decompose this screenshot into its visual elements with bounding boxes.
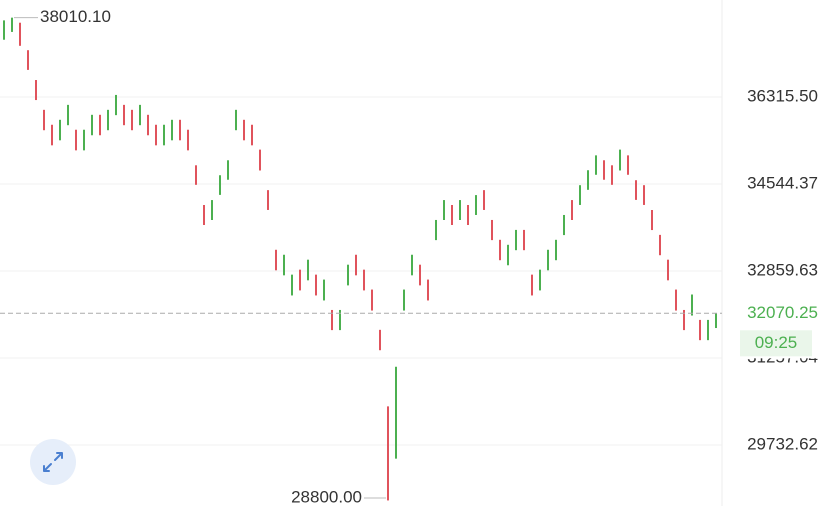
expand-button-bg[interactable] (30, 439, 76, 485)
expand-icon[interactable] (43, 452, 63, 472)
countdown-box (740, 330, 812, 357)
y-tick-label: 32859.63 (747, 260, 818, 279)
max-label: 38010.10 (40, 7, 111, 26)
y-tick-label: 34544.37 (747, 173, 818, 192)
min-label: 28800.00 (291, 487, 362, 506)
countdown-label: 09:25 (755, 333, 798, 352)
current-price-label: 32070.25 (747, 303, 818, 322)
expand-button[interactable] (30, 439, 76, 485)
y-tick-label: 29732.62 (747, 434, 818, 453)
y-tick-label: 36315.50 (747, 86, 818, 105)
